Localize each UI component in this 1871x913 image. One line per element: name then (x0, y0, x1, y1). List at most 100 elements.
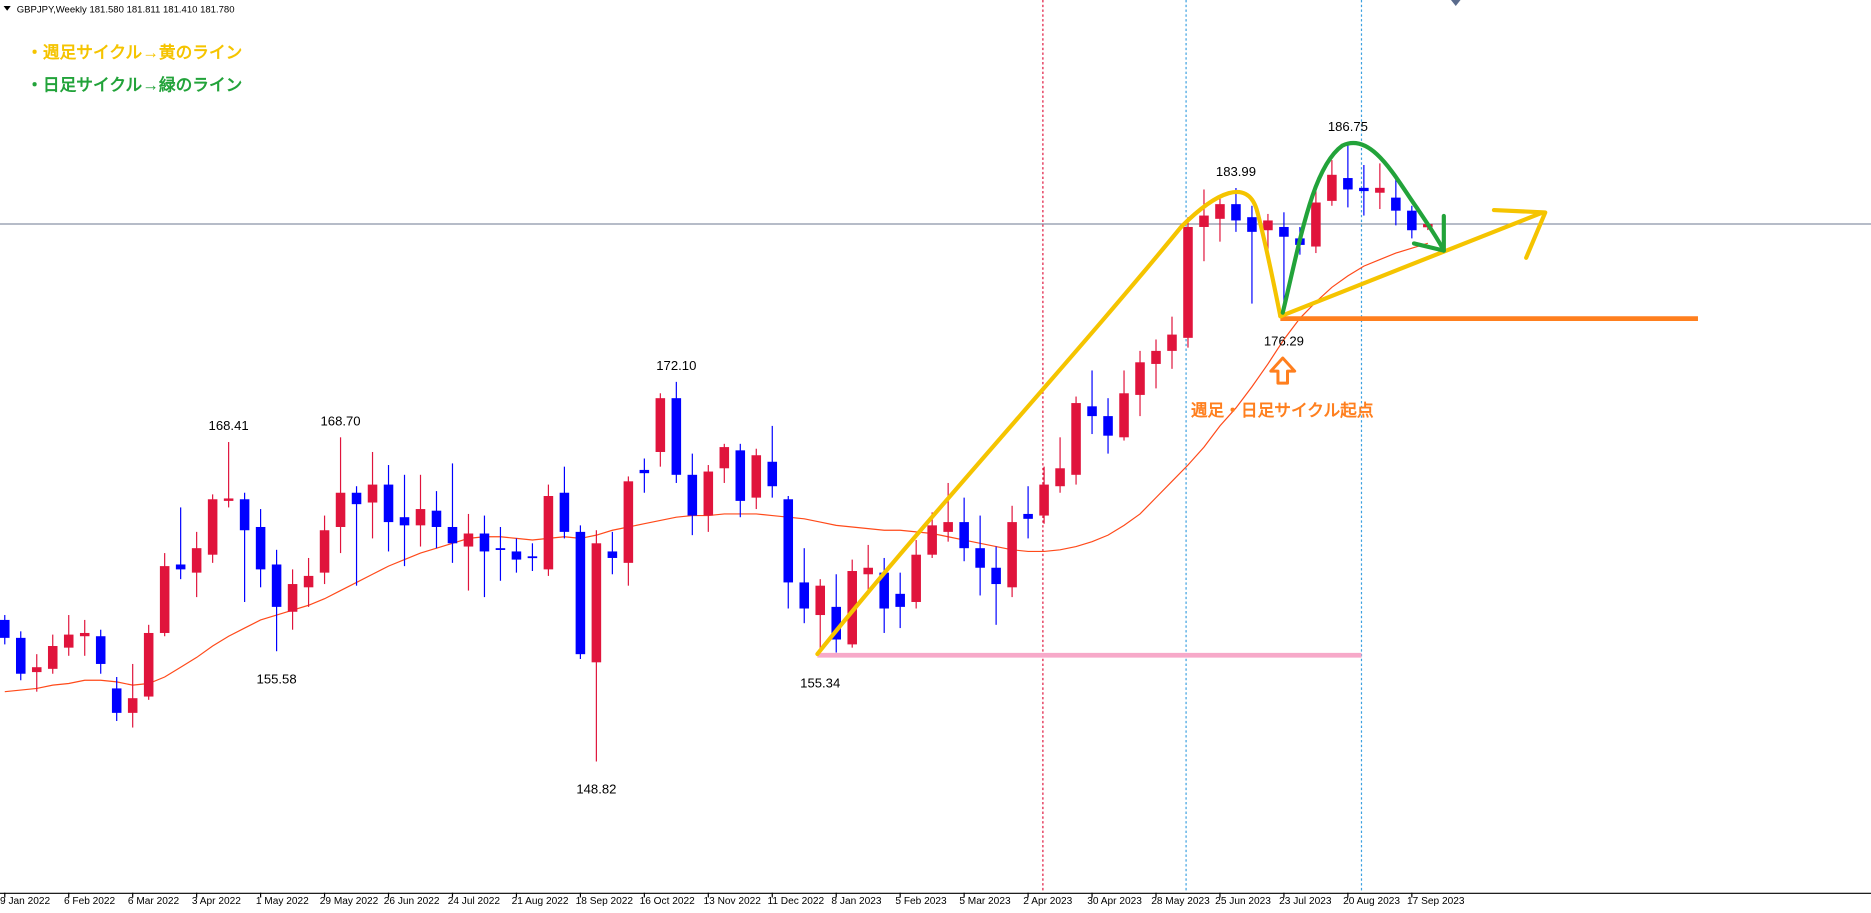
hand-drawn-annotations: ・週足サイクル→黄のライン ・日足サイクル→緑のライン 週足・日足サイクル起点 (26, 42, 1698, 658)
candle-body (703, 471, 714, 516)
low-label: 176.29 (1264, 334, 1304, 349)
candle-body (879, 572, 889, 609)
candle-body (1359, 187, 1369, 192)
candle-body (415, 509, 426, 526)
candle-body (287, 584, 298, 612)
candle-body (239, 499, 250, 531)
candle-body (847, 571, 857, 645)
x-tick-label: 16 Oct 2022 (640, 896, 696, 907)
candle-body (463, 533, 474, 547)
candle-body (1151, 350, 1161, 364)
high-label: 168.70 (320, 413, 360, 428)
candle-body (399, 517, 410, 526)
candle-body (111, 688, 122, 713)
ohlc: 181.811 (127, 4, 161, 15)
candle-body (303, 575, 314, 588)
high-label: 186.75 (1328, 119, 1368, 134)
candle-body (335, 492, 346, 527)
candle-body (15, 637, 26, 674)
weekly-cycle-arrow (1278, 207, 1548, 319)
x-tick-label: 25 Jun 2023 (1215, 896, 1271, 907)
candle-body (31, 667, 42, 673)
candle-body (223, 498, 234, 501)
candle-body (543, 496, 554, 570)
x-tick-label: 5 Mar 2023 (959, 896, 1011, 907)
candle-body (1023, 513, 1033, 519)
candle-body (1247, 217, 1257, 232)
candle-body (351, 492, 362, 505)
candle-body (799, 582, 810, 609)
candle-body (911, 554, 921, 602)
candle-body (383, 484, 394, 523)
x-tick-label: 2 Apr 2023 (1023, 896, 1072, 907)
candle-body (751, 455, 762, 498)
candle-body (271, 564, 282, 607)
candle-body (863, 567, 873, 575)
price-labels: 168.41 155.58 168.70 148.82 172.10 155.34 183.… (209, 119, 1368, 797)
candle-body (927, 525, 937, 555)
x-tick-label: 17 Sep 2023 (1407, 896, 1465, 907)
candle-body (1135, 362, 1145, 395)
candle-body (1103, 416, 1113, 436)
high-label: 172.10 (656, 358, 696, 373)
candle-body (783, 499, 794, 583)
x-tick-label: 8 Jan 2023 (831, 896, 881, 907)
candle-body (511, 551, 522, 560)
candle-body (607, 551, 618, 558)
moving-average (4, 242, 1429, 693)
candle-body (1263, 220, 1273, 231)
candle-body (671, 398, 682, 475)
candle-body (63, 634, 74, 648)
candle-body (831, 606, 841, 640)
candle-body (815, 585, 826, 616)
origin-arrow (1269, 356, 1297, 385)
x-tick-label: 11 Dec 2022 (767, 896, 824, 907)
candle-body (687, 474, 698, 516)
candle-body (1391, 197, 1401, 211)
origin-label: 週足・日足サイクル起点 (1191, 400, 1374, 420)
x-tick-label: 24 Jul 2022 (448, 896, 501, 907)
candle-body (1071, 403, 1081, 475)
candle-body (191, 548, 202, 573)
candle-body (447, 526, 458, 544)
candle-body (95, 636, 106, 664)
low-label: 148.82 (576, 782, 616, 797)
ohlc: 181.580 (89, 4, 123, 15)
low-label: 155.34 (800, 675, 840, 690)
candle-body (655, 398, 666, 452)
candle-body (1055, 468, 1065, 487)
header: GBPJPY,Weekly 181.580 181.811 181.410 18… (3, 0, 1461, 15)
under-layer (0, 223, 1871, 693)
daily-cycle-curve (1280, 141, 1446, 315)
candle-body (975, 548, 985, 568)
x-tick-label: 21 Aug 2022 (512, 896, 569, 907)
candle-body (575, 531, 586, 655)
candle-body (207, 499, 218, 555)
header-text: GBPJPY,Weekly 181.580 181.811 181.410 18… (17, 4, 235, 15)
weekly-cycle-curve (815, 189, 1283, 657)
x-tick-label: 9 Jan 2022 (0, 896, 50, 907)
candle-body (559, 492, 570, 532)
x-axis: 9 Jan 2022 6 Feb 2022 6 Mar 2022 3 Apr 2022… (0, 892, 1871, 907)
candle-body (959, 522, 969, 549)
candle-body (1407, 210, 1417, 231)
candle-body (943, 522, 953, 532)
candle-body (255, 526, 266, 570)
candle-body (367, 484, 378, 503)
candle-body (159, 566, 170, 633)
candle-body (767, 461, 778, 487)
candle-body (623, 481, 634, 563)
period-separators (1042, 0, 1363, 893)
high-label: 183.99 (1216, 164, 1256, 179)
x-tick-label: 18 Sep 2022 (576, 896, 634, 907)
candle-body (143, 632, 154, 697)
candle-body (639, 469, 650, 474)
ohlc: 181.410 (163, 4, 197, 15)
candle-body (895, 593, 905, 607)
x-tick-label: 3 Apr 2022 (192, 896, 241, 907)
candles (0, 142, 1433, 762)
candle-body (1343, 178, 1353, 190)
